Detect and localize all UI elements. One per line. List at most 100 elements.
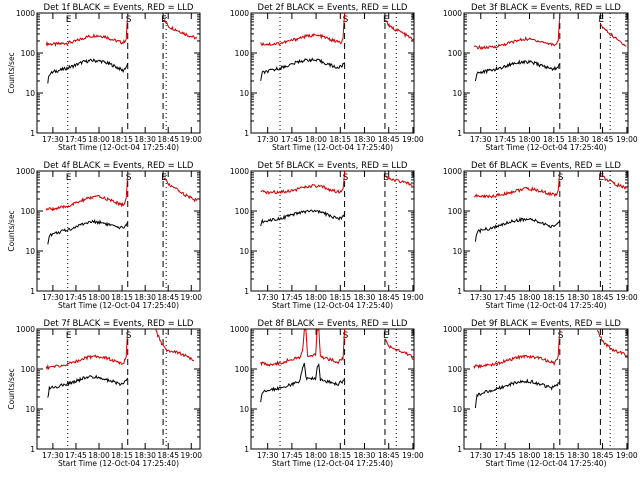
panel-3: Det 3f BLACK = Events, RED = LLD 1 10 100 10…	[443, 3, 638, 152]
lld-series-line	[154, 328, 195, 362]
x-tick-label: 19:00	[616, 451, 638, 460]
x-tick-label: 18:00	[88, 451, 110, 460]
x-axis-label: Start Time (12-Oct-04 17:25:40)	[58, 301, 179, 310]
y-tick-label: 1000	[16, 167, 35, 176]
y-tick-label: 1000	[230, 325, 249, 334]
lld-series-line	[260, 170, 346, 195]
marker-label: E	[598, 15, 604, 25]
y-tick-label: 10	[239, 405, 249, 414]
x-tick-label: 18:30	[134, 293, 156, 302]
x-tick-label: 18:45	[378, 451, 400, 460]
plot-frame	[36, 170, 201, 292]
x-tick-label: 18:00	[88, 135, 110, 144]
panel-title: Det 8f BLACK = Events, RED = LLD	[258, 319, 408, 329]
x-axis-label: Start Time (12-Oct-04 17:25:40)	[485, 143, 606, 152]
x-tick-label: 18:00	[305, 451, 327, 460]
events-series-line	[260, 57, 346, 81]
y-tick-label: 100	[235, 49, 250, 58]
plot-frame	[463, 170, 629, 292]
lld-series-line	[473, 328, 561, 370]
marker-label: E	[66, 331, 72, 341]
x-tick-label: 18:45	[378, 135, 400, 144]
marker-label: S	[558, 331, 564, 341]
marker-label: S	[126, 15, 132, 25]
x-tick-label: 18:00	[519, 135, 541, 144]
y-tick-label: 1	[244, 129, 249, 138]
lld-series-line	[260, 12, 346, 46]
lld-series-line	[45, 328, 129, 371]
x-tick-label: 17:45	[65, 135, 87, 144]
marker-label: S	[343, 331, 349, 341]
x-tick-label: 17:45	[494, 293, 516, 302]
events-series-line	[260, 362, 346, 403]
x-axis-label: Start Time (12-Oct-04 17:25:40)	[58, 143, 179, 152]
x-tick-label: 18:15	[329, 451, 351, 460]
x-tick-label: 19:00	[616, 293, 638, 302]
x-tick-label: 18:45	[592, 135, 614, 144]
x-tick-label: 18:30	[354, 293, 376, 302]
y-tick-label: 1000	[16, 9, 35, 18]
events-series-line	[474, 216, 561, 242]
x-tick-label: 18:45	[592, 293, 614, 302]
y-tick-label: 1000	[443, 325, 462, 334]
x-tick-label: 18:45	[378, 293, 400, 302]
y-tick-label: 1	[30, 287, 35, 296]
y-tick-label: 1	[244, 287, 249, 296]
panel-title: Det 3f BLACK = Events, RED = LLD	[471, 3, 621, 13]
y-tick-label: 10	[452, 247, 462, 256]
events-series-line	[47, 218, 129, 245]
x-tick-label: 18:30	[567, 451, 589, 460]
panel-5: Det 5f BLACK = Events, RED = LLD 1 10 100 10…	[230, 161, 424, 310]
y-tick-label: 100	[448, 365, 463, 374]
plot-frame	[463, 12, 629, 134]
y-tick-label: 100	[21, 365, 36, 374]
lld-series-line	[473, 12, 561, 51]
marker-label: S	[558, 173, 564, 183]
marker-label: S	[126, 173, 132, 183]
y-tick-label: 1000	[230, 167, 249, 176]
x-tick-label: 18:45	[592, 451, 614, 460]
x-tick-label: 18:00	[305, 135, 327, 144]
x-axis-label: Start Time (12-Oct-04 17:25:40)	[272, 301, 393, 310]
y-axis-label: Counts/sec	[7, 368, 16, 409]
lld-series-line	[473, 170, 561, 199]
plot-frame	[250, 328, 415, 450]
x-tick-label: 18:30	[354, 451, 376, 460]
marker-label: S	[343, 173, 349, 183]
plot-frame	[463, 328, 629, 450]
x-tick-label: 19:00	[616, 135, 638, 144]
y-tick-label: 1	[30, 445, 35, 454]
x-tick-label: 18:00	[519, 451, 541, 460]
x-tick-label: 18:15	[543, 135, 565, 144]
x-tick-label: 17:30	[42, 293, 64, 302]
y-axis-label: Counts/sec	[7, 210, 16, 251]
panel-title: Det 1f BLACK = Events, RED = LLD	[44, 3, 194, 13]
y-tick-label: 100	[21, 49, 36, 58]
x-tick-label: 17:30	[42, 451, 64, 460]
x-tick-label: 18:45	[157, 135, 179, 144]
x-tick-label: 17:45	[281, 135, 303, 144]
y-tick-label: 10	[452, 89, 462, 98]
x-axis-label: Start Time (12-Oct-04 17:25:40)	[58, 459, 179, 468]
y-tick-label: 1	[457, 287, 462, 296]
x-tick-label: 19:00	[180, 451, 202, 460]
x-tick-label: 17:30	[257, 135, 279, 144]
events-series-line	[47, 374, 129, 398]
x-tick-label: 18:45	[157, 293, 179, 302]
y-tick-label: 100	[21, 207, 36, 216]
x-tick-label: 18:00	[305, 293, 327, 302]
x-tick-label: 17:30	[470, 293, 492, 302]
lld-series-line	[384, 338, 415, 361]
marker-label: E	[383, 173, 389, 183]
x-tick-label: 18:15	[111, 293, 133, 302]
y-axis-label: Counts/sec	[7, 52, 16, 93]
lld-series-line	[260, 327, 346, 367]
y-tick-label: 1	[457, 129, 462, 138]
x-tick-label: 18:30	[567, 293, 589, 302]
y-tick-label: 1000	[16, 325, 35, 334]
plot-frame	[250, 170, 415, 292]
y-tick-label: 10	[25, 405, 35, 414]
panel-7: Det 7f BLACK = Events, RED = LLD 1 10 100 10…	[7, 319, 202, 468]
panel-2: Det 2f BLACK = Events, RED = LLD 1 10 100 10…	[230, 3, 424, 152]
